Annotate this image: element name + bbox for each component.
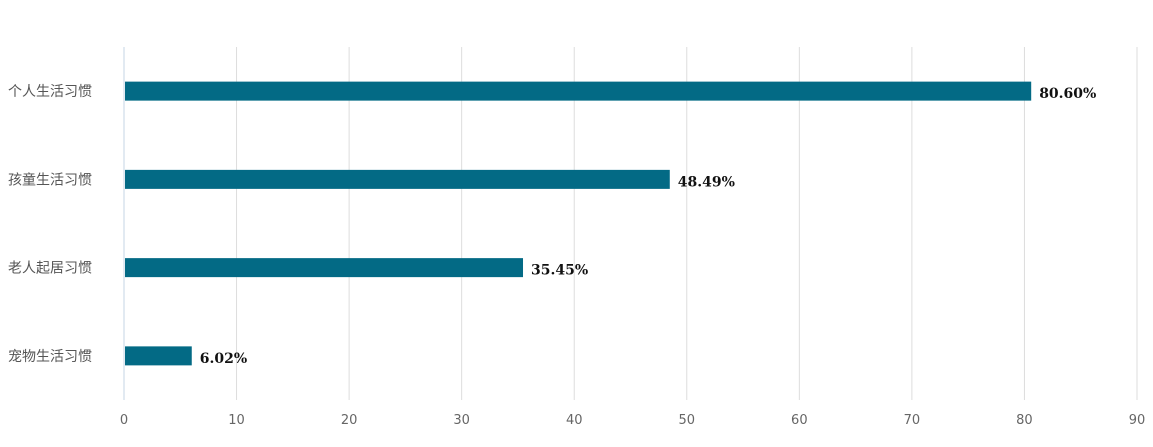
gridlines (123, 47, 1138, 400)
data-label: 80.60% (1039, 86, 1096, 102)
category-label: 个人生活习惯 (8, 83, 92, 100)
x-tick-label: 30 (453, 413, 470, 428)
data-label: 6.02% (200, 351, 247, 367)
x-tick-label: 40 (566, 413, 583, 428)
x-tick-label: 50 (679, 413, 696, 428)
bar (125, 81, 1032, 101)
x-tick-label: 10 (228, 413, 245, 428)
data-label: 48.49% (678, 174, 735, 190)
x-tick-label: 90 (1129, 413, 1146, 428)
x-tick-label: 20 (341, 413, 358, 428)
x-tick-label: 70 (904, 413, 921, 428)
data-label: 35.45% (531, 263, 588, 279)
x-axis-ticks: 0 10 20 30 40 50 60 70 80 90 (120, 413, 1145, 428)
x-tick-label: 0 (120, 413, 128, 428)
category-label: 老人起居习惯 (8, 260, 92, 277)
bar (125, 169, 670, 189)
x-tick-label: 60 (791, 413, 808, 428)
bar (125, 258, 524, 278)
bars (125, 81, 1032, 366)
data-labels: 80.60% 48.49% 35.45% 6.02% (200, 86, 1097, 367)
bar (125, 346, 192, 366)
category-label: 宠物生活习惯 (8, 348, 92, 365)
x-tick-label: 80 (1016, 413, 1033, 428)
category-label: 孩童生活习惯 (8, 171, 92, 188)
